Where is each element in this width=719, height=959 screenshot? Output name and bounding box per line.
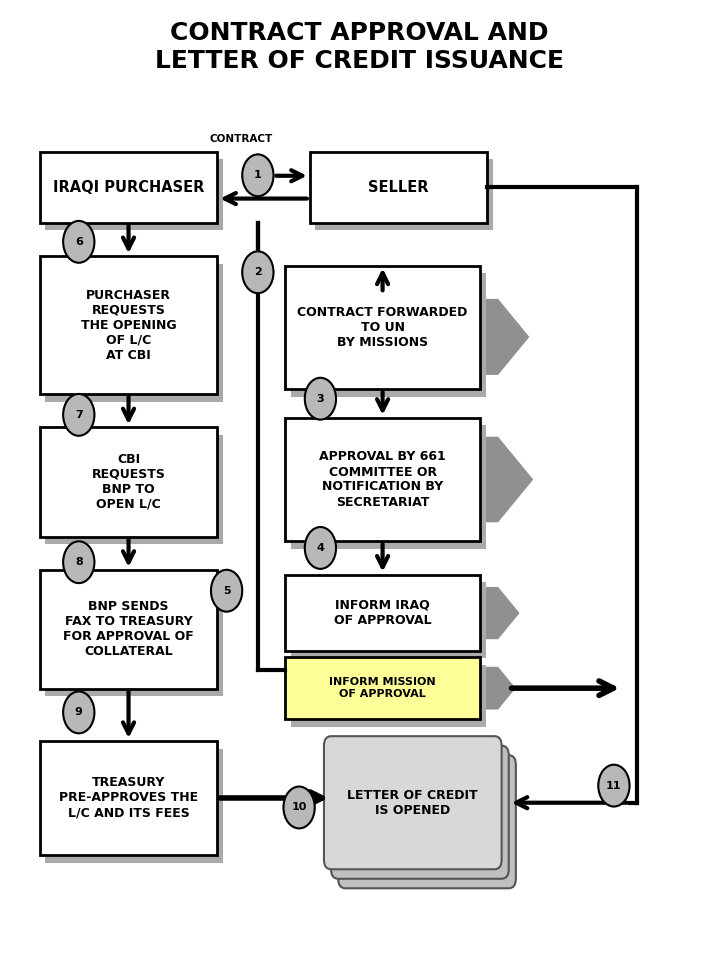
Circle shape xyxy=(598,764,630,807)
FancyBboxPatch shape xyxy=(45,749,223,862)
Polygon shape xyxy=(480,587,520,640)
Circle shape xyxy=(242,154,273,197)
Polygon shape xyxy=(480,667,516,710)
Circle shape xyxy=(63,691,94,734)
FancyBboxPatch shape xyxy=(45,434,223,544)
Text: CBI
REQUESTS
BNP TO
OPEN L/C: CBI REQUESTS BNP TO OPEN L/C xyxy=(91,453,165,511)
Circle shape xyxy=(63,394,94,435)
FancyBboxPatch shape xyxy=(285,266,480,389)
Text: INFORM IRAQ
OF APPROVAL: INFORM IRAQ OF APPROVAL xyxy=(334,598,431,626)
FancyBboxPatch shape xyxy=(40,256,217,394)
FancyBboxPatch shape xyxy=(290,425,486,549)
Text: CONTRACT APPROVAL AND
LETTER OF CREDIT ISSUANCE: CONTRACT APPROVAL AND LETTER OF CREDIT I… xyxy=(155,21,564,73)
Text: 10: 10 xyxy=(291,803,307,812)
Text: 11: 11 xyxy=(606,781,622,790)
Circle shape xyxy=(305,378,336,420)
FancyBboxPatch shape xyxy=(290,665,486,727)
Text: APPROVAL BY 661
COMMITTEE OR
NOTIFICATION BY
SECRETARIAT: APPROVAL BY 661 COMMITTEE OR NOTIFICATIO… xyxy=(319,451,446,508)
Polygon shape xyxy=(480,299,529,375)
Circle shape xyxy=(63,221,94,263)
Text: BNP SENDS
FAX TO TREASURY
FOR APPROVAL OF
COLLATERAL: BNP SENDS FAX TO TREASURY FOR APPROVAL O… xyxy=(63,600,194,658)
FancyBboxPatch shape xyxy=(338,755,516,888)
FancyBboxPatch shape xyxy=(40,570,217,689)
FancyBboxPatch shape xyxy=(331,746,509,878)
Text: LETTER OF CREDIT
IS OPENED: LETTER OF CREDIT IS OPENED xyxy=(347,788,478,817)
Text: 4: 4 xyxy=(316,543,324,553)
Text: TREASURY
PRE-APPROVES THE
L/C AND ITS FEES: TREASURY PRE-APPROVES THE L/C AND ITS FE… xyxy=(59,777,198,820)
FancyBboxPatch shape xyxy=(40,427,217,536)
Circle shape xyxy=(242,251,273,293)
Text: INFORM MISSION
OF APPROVAL: INFORM MISSION OF APPROVAL xyxy=(329,677,436,699)
Circle shape xyxy=(305,527,336,569)
Text: 9: 9 xyxy=(75,708,83,717)
Text: 3: 3 xyxy=(316,394,324,404)
Text: 1: 1 xyxy=(254,171,262,180)
FancyBboxPatch shape xyxy=(324,737,502,869)
FancyBboxPatch shape xyxy=(316,159,493,230)
FancyBboxPatch shape xyxy=(285,418,480,541)
Text: 7: 7 xyxy=(75,409,83,420)
Text: 2: 2 xyxy=(254,268,262,277)
FancyBboxPatch shape xyxy=(310,152,487,222)
FancyBboxPatch shape xyxy=(290,582,486,658)
Text: SELLER: SELLER xyxy=(368,179,429,195)
Text: PURCHASER
REQUESTS
THE OPENING
OF L/C
AT CBI: PURCHASER REQUESTS THE OPENING OF L/C AT… xyxy=(81,289,176,362)
Text: IRAQI PURCHASER: IRAQI PURCHASER xyxy=(52,179,204,195)
Text: CONTRACT: CONTRACT xyxy=(209,134,273,144)
FancyBboxPatch shape xyxy=(45,577,223,696)
FancyBboxPatch shape xyxy=(285,574,480,650)
Text: 8: 8 xyxy=(75,557,83,567)
Circle shape xyxy=(63,541,94,583)
Circle shape xyxy=(283,786,315,829)
FancyBboxPatch shape xyxy=(290,273,486,397)
FancyBboxPatch shape xyxy=(45,264,223,402)
Polygon shape xyxy=(480,436,533,523)
FancyBboxPatch shape xyxy=(285,657,480,719)
Text: 5: 5 xyxy=(223,586,230,596)
FancyBboxPatch shape xyxy=(45,159,223,230)
FancyBboxPatch shape xyxy=(40,741,217,855)
Circle shape xyxy=(211,570,242,612)
Text: 6: 6 xyxy=(75,237,83,246)
FancyBboxPatch shape xyxy=(40,152,217,222)
Text: CONTRACT FORWARDED
TO UN
BY MISSIONS: CONTRACT FORWARDED TO UN BY MISSIONS xyxy=(298,306,468,349)
